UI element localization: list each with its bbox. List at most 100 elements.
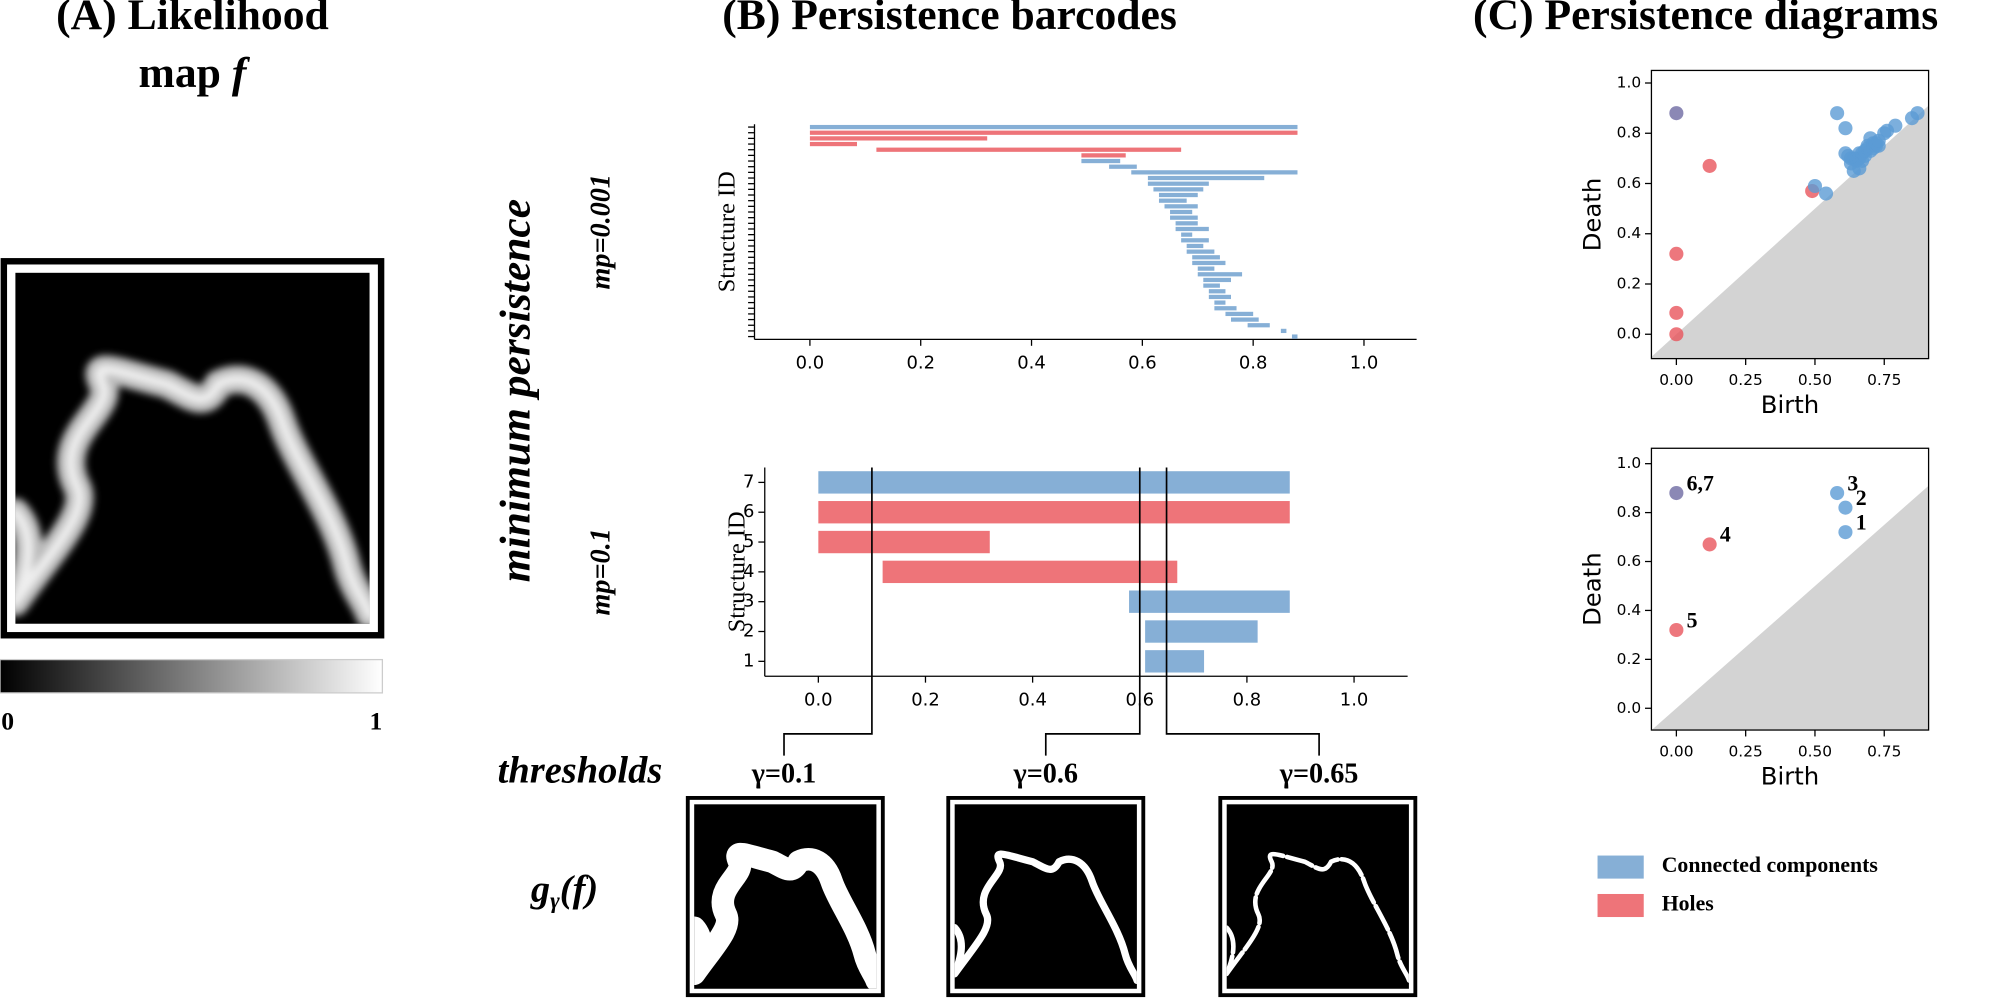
point [1669, 327, 1684, 342]
g: g [530, 869, 550, 911]
y-tick-label: 0.8 [1617, 124, 1641, 142]
y-tick-label: 0.0 [1617, 325, 1641, 343]
bar [1175, 226, 1209, 232]
x-tick-label: 1.0 [1350, 353, 1379, 374]
point [1818, 186, 1834, 201]
bar [1158, 198, 1187, 203]
bar [818, 471, 1290, 494]
bar [1081, 158, 1121, 164]
bar [809, 130, 1298, 135]
y-tick-label: 0.6 [1617, 174, 1641, 192]
point-label: 3 [1847, 471, 1858, 495]
title-symbol: f [232, 49, 251, 97]
x-tick-label: 0.75 [1867, 371, 1901, 389]
point [1669, 106, 1684, 121]
bar [876, 147, 1182, 152]
thresholds-label: thresholds [498, 749, 663, 791]
bar [1280, 328, 1287, 334]
y-axis-label: Death [1578, 178, 1607, 252]
legend-swatch [1597, 855, 1644, 879]
threshold-line [783, 467, 873, 756]
bar [1164, 204, 1198, 209]
y-tick-label: 0.2 [1617, 650, 1641, 668]
panel-a-title: (A) Likelihood [56, 0, 329, 39]
plot-frame [1650, 69, 1930, 360]
point [1807, 178, 1823, 194]
threshold-label: γ=0.65 [1279, 759, 1359, 790]
point [1702, 537, 1717, 552]
legend-label: Connected components [1662, 853, 1878, 877]
bar [1145, 650, 1205, 673]
y-tick-label: 1 [743, 650, 754, 671]
side-label: minimum persistence [492, 199, 540, 582]
bar [1186, 243, 1204, 249]
bar [1214, 306, 1237, 311]
y-tick-label: 0.6 [1617, 552, 1641, 570]
y-tick-label: 0.4 [1617, 601, 1641, 619]
bar [1192, 255, 1220, 260]
bar [1109, 164, 1137, 169]
output-label: gγ(f) [530, 869, 598, 914]
x-tick-label: 0.50 [1798, 371, 1832, 389]
y-tick-label: 0.0 [1617, 699, 1641, 717]
threshold-line [1044, 467, 1141, 756]
y-tick-label: 0.2 [1617, 275, 1641, 293]
bar [1147, 181, 1209, 186]
bar [1153, 187, 1204, 192]
x-tick-label: 0.2 [906, 353, 935, 374]
bar [1197, 266, 1215, 271]
y-axis-label: Structure ID [713, 171, 740, 292]
bar [1197, 272, 1243, 277]
y-tick-label: 4 [743, 561, 754, 582]
point [1888, 118, 1903, 133]
bar [809, 136, 988, 141]
panel-a-title: map f [139, 49, 251, 97]
x-tick-label: 0.4 [1018, 690, 1047, 711]
threshold-label: γ=0.6 [1013, 759, 1079, 790]
mp-label: mp=0.1 [586, 528, 617, 615]
bar [1145, 620, 1258, 643]
point-label: 4 [1720, 523, 1731, 547]
bar [1170, 209, 1193, 215]
bar [818, 501, 1290, 524]
diagonal-region [1651, 485, 1929, 731]
x-tick-label: 0.0 [796, 353, 825, 374]
x-tick-label: 0.00 [1659, 742, 1693, 760]
colorbar [0, 658, 384, 694]
arg: (f) [560, 869, 598, 911]
bar [1192, 260, 1226, 266]
x-tick-label: 0.25 [1729, 742, 1763, 760]
threshold-label: γ=0.1 [751, 759, 817, 790]
point [1838, 500, 1853, 515]
x-tick-label: 0.4 [1017, 353, 1046, 374]
point [1852, 161, 1867, 176]
point-label: 5 [1687, 608, 1698, 632]
point [1830, 485, 1845, 501]
x-tick-label: 0.75 [1867, 742, 1901, 760]
title-text: map [139, 49, 221, 97]
panel-c-title: (C) Persistence diagrams [1473, 0, 1938, 39]
bar [1208, 294, 1231, 300]
point [1830, 106, 1845, 121]
x-tick-label: 0.50 [1798, 742, 1832, 760]
bar [1203, 283, 1220, 288]
y-tick-label: 0.4 [1617, 224, 1641, 242]
y-tick-label: 5 [743, 531, 754, 552]
bar [1203, 277, 1231, 283]
legend-label: Holes [1662, 892, 1714, 916]
point [1838, 121, 1853, 136]
diagonal-region [1651, 105, 1929, 359]
y-tick-label: 7 [743, 471, 754, 492]
point [1669, 246, 1684, 261]
x-axis-label: Birth [1761, 390, 1820, 419]
bar [1170, 215, 1198, 220]
bar [818, 530, 990, 554]
point [1669, 622, 1684, 638]
point [1702, 158, 1717, 173]
bar [1131, 170, 1298, 175]
bar [1129, 590, 1290, 613]
panel-b-title: (B) Persistence barcodes [722, 0, 1177, 39]
bar [1181, 232, 1193, 237]
